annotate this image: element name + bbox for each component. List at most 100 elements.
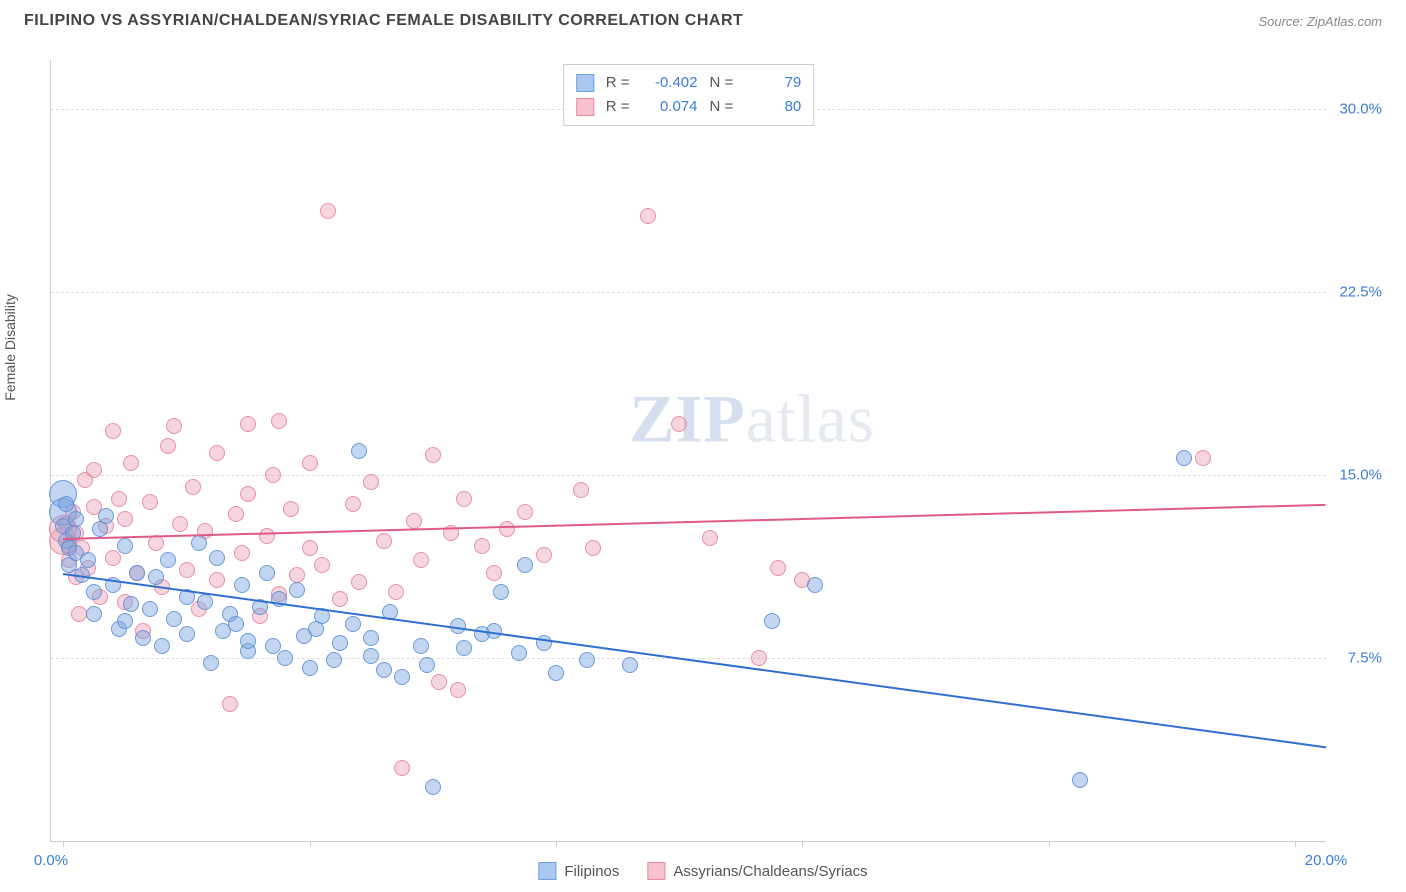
x-tick [1049, 841, 1050, 847]
source-label: Source: ZipAtlas.com [1258, 14, 1382, 29]
x-tick [1295, 841, 1296, 847]
data-point-filipinos [203, 655, 219, 671]
data-point-filipinos [117, 538, 133, 554]
data-point-assyrians [271, 413, 287, 429]
data-point-filipinos [1176, 450, 1192, 466]
n-value-assyrians: 80 [745, 95, 801, 119]
data-point-filipinos [376, 662, 392, 678]
data-point-assyrians [105, 423, 121, 439]
x-tick [310, 841, 311, 847]
y-tick-label: 7.5% [1348, 649, 1382, 666]
y-tick-label: 30.0% [1339, 100, 1382, 117]
data-point-assyrians [185, 479, 201, 495]
data-point-filipinos [622, 657, 638, 673]
swatch-filipinos [576, 74, 594, 92]
data-point-assyrians [456, 491, 472, 507]
n-label: N = [710, 95, 734, 119]
data-point-filipinos [289, 582, 305, 598]
chart-area: ZIPatlas R = -0.402 N = 79 R = 0.074 N =… [50, 60, 1386, 842]
data-point-filipinos [68, 511, 84, 527]
data-point-filipinos [579, 652, 595, 668]
data-point-filipinos [265, 638, 281, 654]
data-point-assyrians [111, 491, 127, 507]
x-max-label: 20.0% [1305, 852, 1348, 869]
data-point-filipinos [363, 630, 379, 646]
swatch-assyrians-icon [647, 862, 665, 880]
data-point-assyrians [105, 550, 121, 566]
correlation-legend: R = -0.402 N = 79 R = 0.074 N = 80 [563, 64, 815, 126]
r-label: R = [606, 71, 630, 95]
data-point-assyrians [640, 208, 656, 224]
data-point-assyrians [86, 462, 102, 478]
data-point-assyrians [499, 521, 515, 537]
y-tick-label: 22.5% [1339, 283, 1382, 300]
data-point-filipinos [240, 633, 256, 649]
data-point-assyrians [425, 447, 441, 463]
data-point-filipinos [1072, 772, 1088, 788]
data-point-filipinos [363, 648, 379, 664]
data-point-assyrians [536, 547, 552, 563]
data-point-assyrians [117, 511, 133, 527]
data-point-filipinos [129, 565, 145, 581]
data-point-assyrians [332, 591, 348, 607]
data-point-filipinos [228, 616, 244, 632]
data-point-filipinos [154, 638, 170, 654]
r-value-filipinos: -0.402 [642, 71, 698, 95]
data-point-assyrians [265, 467, 281, 483]
gridline [51, 475, 1326, 476]
data-point-assyrians [179, 562, 195, 578]
data-point-filipinos [160, 552, 176, 568]
data-point-filipinos [197, 594, 213, 610]
data-point-assyrians [394, 760, 410, 776]
data-point-filipinos [209, 550, 225, 566]
data-point-assyrians [283, 501, 299, 517]
data-point-filipinos [58, 496, 74, 512]
data-point-assyrians [302, 540, 318, 556]
data-point-assyrians [302, 455, 318, 471]
data-point-assyrians [770, 560, 786, 576]
plot-area: ZIPatlas R = -0.402 N = 79 R = 0.074 N =… [50, 60, 1326, 842]
data-point-filipinos [80, 552, 96, 568]
trendline-assyrians [63, 504, 1326, 540]
data-point-assyrians [376, 533, 392, 549]
gridline [51, 292, 1326, 293]
legend-item-assyrians: Assyrians/Chaldeans/Syriacs [647, 862, 867, 880]
data-point-assyrians [172, 516, 188, 532]
n-value-filipinos: 79 [745, 71, 801, 95]
data-point-assyrians [166, 418, 182, 434]
data-point-assyrians [289, 567, 305, 583]
data-point-assyrians [351, 574, 367, 590]
y-axis-label: Female Disability [2, 294, 18, 401]
data-point-filipinos [123, 596, 139, 612]
data-point-assyrians [406, 513, 422, 529]
data-point-assyrians [573, 482, 589, 498]
data-point-filipinos [142, 601, 158, 617]
data-point-assyrians [209, 572, 225, 588]
watermark: ZIPatlas [629, 380, 875, 459]
data-point-filipinos [394, 669, 410, 685]
data-point-filipinos [548, 665, 564, 681]
data-point-filipinos [135, 630, 151, 646]
data-point-filipinos [86, 606, 102, 622]
data-point-filipinos [332, 635, 348, 651]
data-point-filipinos [191, 535, 207, 551]
legend-row-assyrians: R = 0.074 N = 80 [576, 95, 802, 119]
data-point-assyrians [142, 494, 158, 510]
y-tick-label: 15.0% [1339, 466, 1382, 483]
legend-label-assyrians: Assyrians/Chaldeans/Syriacs [673, 863, 867, 880]
data-point-assyrians [222, 696, 238, 712]
x-tick [63, 841, 64, 847]
data-point-filipinos [179, 626, 195, 642]
data-point-filipinos [456, 640, 472, 656]
chart-header: FILIPINO VS ASSYRIAN/CHALDEAN/SYRIAC FEM… [0, 0, 1406, 38]
chart-title: FILIPINO VS ASSYRIAN/CHALDEAN/SYRIAC FEM… [24, 12, 743, 30]
data-point-assyrians [450, 682, 466, 698]
data-point-assyrians [363, 474, 379, 490]
data-point-assyrians [702, 530, 718, 546]
data-point-assyrians [71, 606, 87, 622]
data-point-assyrians [517, 504, 533, 520]
data-point-filipinos [807, 577, 823, 593]
data-point-filipinos [419, 657, 435, 673]
data-point-assyrians [671, 416, 687, 432]
data-point-filipinos [326, 652, 342, 668]
